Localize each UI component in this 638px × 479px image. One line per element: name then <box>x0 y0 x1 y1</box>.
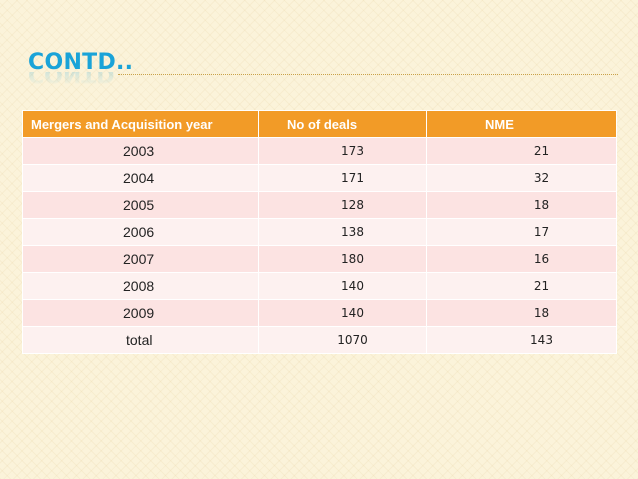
cell-nme: 18 <box>426 191 617 219</box>
cell-deals: 140 <box>258 272 427 300</box>
cell-nme: 18 <box>426 299 617 327</box>
cell-deals: 180 <box>258 245 427 273</box>
cell-deals: 140 <box>258 299 427 327</box>
title-block: CONTD.. CONTD.. <box>28 50 133 86</box>
cell-nme: 32 <box>426 164 617 192</box>
title-divider <box>118 74 618 75</box>
cell-year: 2007 <box>22 245 259 273</box>
cell-deals: 173 <box>258 137 427 165</box>
cell-year: 2004 <box>22 164 259 192</box>
table-row: 2007 180 16 <box>22 245 617 273</box>
table-header-row: Mergers and Acquisition year No of deals… <box>22 110 617 138</box>
cell-nme: 17 <box>426 218 617 246</box>
slide-title: CONTD.. <box>28 50 134 75</box>
table-row: 2003 173 21 <box>22 137 617 165</box>
deals-table: Mergers and Acquisition year No of deals… <box>22 110 617 354</box>
header-nme: NME <box>426 110 617 138</box>
header-year: Mergers and Acquisition year <box>22 110 259 138</box>
cell-year: 2005 <box>22 191 259 219</box>
cell-year: 2003 <box>22 137 259 165</box>
cell-nme: 21 <box>426 137 617 165</box>
cell-deals: 138 <box>258 218 427 246</box>
cell-year: 2009 <box>22 299 259 327</box>
table-row: 2009 140 18 <box>22 299 617 327</box>
cell-total-nme: 143 <box>426 326 617 354</box>
table-row: 2005 128 18 <box>22 191 617 219</box>
cell-nme: 21 <box>426 272 617 300</box>
cell-nme: 16 <box>426 245 617 273</box>
cell-year: 2006 <box>22 218 259 246</box>
cell-deals: 128 <box>258 191 427 219</box>
header-deals: No of deals <box>258 110 427 138</box>
cell-total-label: total <box>22 326 259 354</box>
table-row-total: total 1070 143 <box>22 326 617 354</box>
table-row: 2004 171 32 <box>22 164 617 192</box>
table-row: 2008 140 21 <box>22 272 617 300</box>
table-row: 2006 138 17 <box>22 218 617 246</box>
cell-year: 2008 <box>22 272 259 300</box>
cell-total-deals: 1070 <box>258 326 427 354</box>
cell-deals: 171 <box>258 164 427 192</box>
